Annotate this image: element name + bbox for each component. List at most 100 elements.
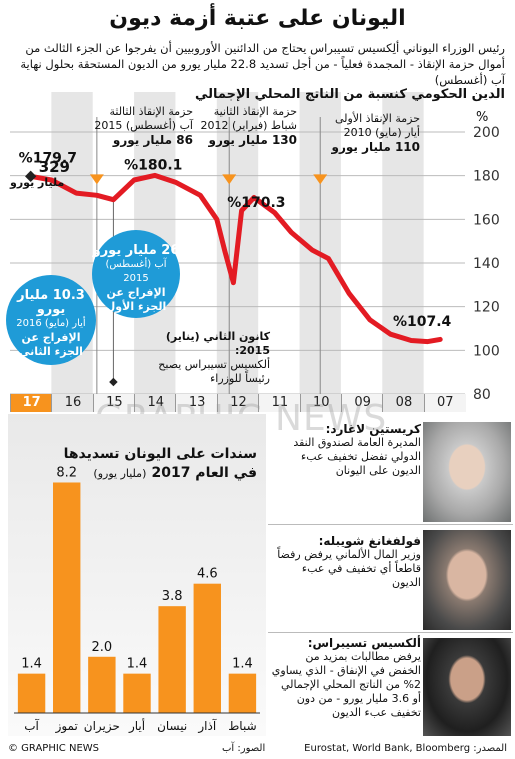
tsipras-name: ألكسيس تسيبراس: (307, 636, 421, 650)
tsipras-text: يرفض مطالبات بمزيد من الخفض في الإنفاق -… (271, 650, 421, 719)
schaeuble-text-block: فولفغانغ شويبله: وزير المال الألماني يرف… (273, 534, 421, 590)
bailout-first-amount: 110 مليار يورو (331, 140, 420, 154)
bonds-unit: (مليار يورو) (93, 467, 147, 480)
bailout-total-unit: مليار يورو (10, 176, 65, 189)
tsipras-note-text: ألكسيس تسيبراس يصبح رئيساً للوزراء (158, 358, 270, 385)
debt-value-label: %170.3 (227, 195, 285, 211)
year-label: 15 (92, 394, 136, 412)
bubble-first-date: آب (أغسطس) 2015 (105, 259, 167, 284)
bond-category-label: شباط (228, 719, 256, 733)
bubble-second-label: الإفراج عن الجزء الثاني (19, 331, 83, 358)
debt-value-label: %180.1 (124, 157, 182, 173)
tsipras-note: كانون الثاني (يناير) 2015: ألكسيس تسيبرا… (150, 330, 270, 386)
y-tick-label: 140 (473, 256, 500, 272)
bond-bar (53, 482, 81, 713)
bond-value-label: 2.0 (92, 640, 113, 655)
bonds-title: سندات على اليونان تسديدها (63, 446, 257, 462)
bond-value-label: 8.2 (56, 465, 77, 480)
bubble-second-date: أيار (مايو) 2016 (16, 318, 86, 329)
bond-bar (158, 606, 186, 713)
bond-bar (123, 673, 151, 713)
y-tick-label: 100 (473, 343, 500, 359)
year-label: 13 (175, 394, 218, 412)
year-label: 14 (134, 394, 177, 412)
y-tick-label: 200 (473, 125, 500, 141)
bailout-marker (222, 174, 237, 185)
y-unit-label: % (476, 110, 489, 125)
year-label: 17 (10, 394, 53, 412)
bubble-first-label: الإفراج عن الجزء الأول (105, 286, 167, 313)
bond-bar (88, 656, 116, 713)
lagarde-photo (423, 422, 511, 522)
bailout-second-date: شباط (فبراير) 2012 (200, 119, 297, 132)
year-label: 07 (423, 394, 466, 412)
bailout-total: 329 مليار يورو (10, 158, 70, 189)
tsipras-note-date: كانون الثاني (يناير) 2015: (165, 330, 270, 357)
bailout-third-name: حزمة الإنقاذ الثالثة (109, 105, 193, 118)
year-band (382, 92, 424, 394)
bailout-first-name: حزمة الإنقاذ الأولى (334, 112, 420, 125)
y-tick-label: 180 (473, 169, 500, 185)
debt-value-label: %107.4 (393, 314, 452, 330)
bailout-marker (313, 174, 328, 185)
lagarde-text-block: كريستين لاغارد: المديرة العامة لصندوق ال… (273, 422, 421, 478)
page-title: اليونان على عتبة أزمة ديون (109, 6, 406, 31)
tsipras-marker (109, 377, 118, 387)
year-label: 12 (216, 394, 260, 412)
y-tick-label: 160 (473, 212, 500, 228)
bonds-subtitle-row: في العام 2017 (مليار يورو) (64, 462, 257, 481)
bond-bar (228, 673, 257, 713)
start-point (25, 170, 37, 182)
bond-value-label: 1.4 (127, 657, 148, 672)
bailout-first: حزمة الإنقاذ الأولى أيار (مايو) 2010 110… (320, 112, 420, 154)
year-label: 10 (299, 394, 342, 412)
bailout-third-date: آب (أغسطس) 2015 (94, 119, 193, 132)
person-tsipras: ألكسيس تسيبراس: يرفض مطالبات بمزيد من ال… (268, 634, 513, 738)
person-lagarde: كريستين لاغارد: المديرة العامة لصندوق ال… (268, 418, 513, 525)
y-tick-label: 120 (473, 300, 500, 316)
bonds-chart: 1.4 شباط 4.6 آذار 3.8 نيسان 1.4 أيار 2.0 حزيران 8.… (14, 465, 260, 734)
bond-category-label: نيسان (157, 719, 187, 733)
year-label: 16 (51, 394, 94, 412)
bailout-third-amount: 86 مليار يورو (112, 133, 193, 147)
year-label: 09 (340, 394, 384, 412)
person-schaeuble: فولفغانغ شويبله: وزير المال الألماني يرف… (268, 526, 513, 633)
schaeuble-text: وزير المال الألماني يرفض رفضاً قاطعاً أي… (277, 548, 421, 589)
y-tick-label: 80 (473, 387, 491, 403)
bond-value-label: 3.8 (162, 589, 183, 604)
bubble-first-amount: 26 مليار يورو (92, 243, 180, 258)
bubble-first-release: 26 مليار يورو آب (أغسطس) 2015 الإفراج عن… (92, 230, 180, 318)
footer-source: المصدر: Eurostat, World Bank, Bloomberg (304, 743, 507, 754)
bailout-second: حزمة الإنقاذ الثانية شباط (فبراير) 2012 … (197, 105, 297, 147)
schaeuble-photo (423, 530, 511, 630)
tsipras-photo (423, 638, 511, 736)
bond-category-label: آب (24, 718, 39, 733)
bond-category-label: آذار (197, 718, 216, 734)
tsipras-text-block: ألكسيس تسيبراس: يرفض مطالبات بمزيد من ال… (271, 636, 421, 720)
schaeuble-name: فولفغانغ شويبله: (318, 534, 421, 548)
footer-credit: © GRAPHIC NEWS (8, 743, 100, 754)
bailout-third: حزمة الإنقاذ الثالثة آب (أغسطس) 2015 86 … (93, 105, 193, 147)
bond-bar (17, 673, 46, 713)
bond-category-label: حزيران (84, 719, 120, 734)
bond-category-label: تموز (55, 719, 78, 734)
debt-value-label: %179.7 (19, 150, 77, 166)
lagarde-name: كريستين لاغارد: (325, 422, 421, 436)
bond-value-label: 1.4 (21, 657, 42, 672)
debt-chart-title: الدين الحكومي كنسبة من الناتج المحلي الإ… (194, 87, 505, 102)
bonds-subtitle: في العام 2017 (151, 465, 257, 481)
footer-photos: الصور: آب (222, 743, 266, 754)
bubble-second-release: 10.3 مليار يورو أيار (مايو) 2016 الإفراج… (6, 275, 96, 365)
bond-category-label: أيار (128, 718, 145, 734)
intro-text: رئيس الوزراء اليوناني ألِكسيس تسيبراس يح… (20, 41, 505, 87)
lagarde-text: المديرة العامة لصندوق النقد الدولي تفضل … (293, 436, 421, 477)
bubble-second-amount: 10.3 مليار يورو (17, 288, 85, 317)
bailout-second-name: حزمة الإنقاذ الثانية (213, 105, 297, 118)
bond-value-label: 4.6 (197, 567, 218, 582)
year-label: 08 (382, 394, 425, 412)
year-axis: 17 16 15 14 13 12 11 10 09 08 07 (10, 394, 466, 412)
year-label: 11 (258, 394, 301, 412)
bailout-total-value: 329 (38, 158, 70, 176)
bonds-title-block: سندات على اليونان تسديدها في العام 2017 … (64, 446, 257, 481)
